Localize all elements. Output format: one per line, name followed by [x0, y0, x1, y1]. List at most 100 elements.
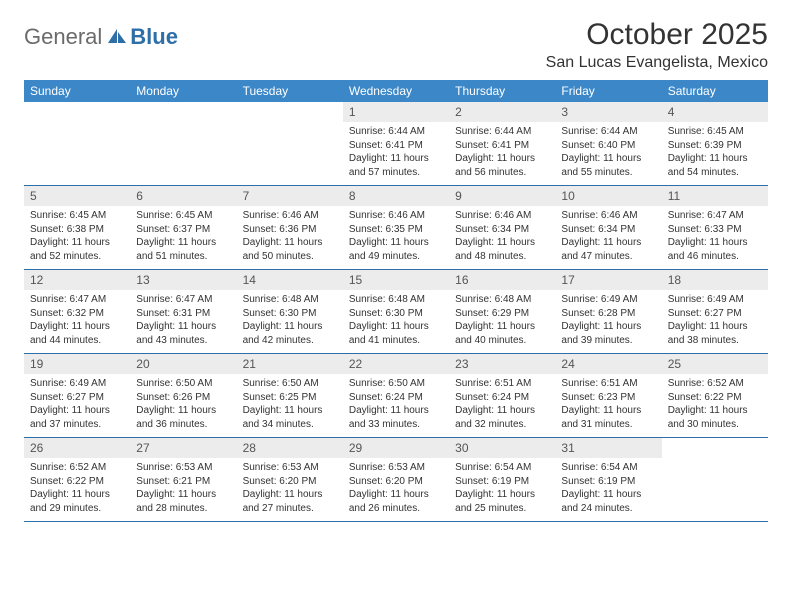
month-title: October 2025 — [546, 18, 768, 52]
day-cell: 4Sunrise: 6:45 AMSunset: 6:39 PMDaylight… — [662, 102, 768, 185]
day-number: 7 — [237, 186, 343, 206]
week-row: 12Sunrise: 6:47 AMSunset: 6:32 PMDayligh… — [24, 270, 768, 354]
sunrise-text: Sunrise: 6:45 AM — [668, 125, 762, 139]
day-number: 30 — [449, 438, 555, 458]
daylight-text: Daylight: 11 hours and 27 minutes. — [243, 488, 337, 515]
calendar-grid: Sunday Monday Tuesday Wednesday Thursday… — [24, 80, 768, 522]
sunrise-text: Sunrise: 6:46 AM — [349, 209, 443, 223]
sunrise-text: Sunrise: 6:54 AM — [561, 461, 655, 475]
sunset-text: Sunset: 6:19 PM — [455, 475, 549, 489]
day-number: 24 — [555, 354, 661, 374]
daylight-text: Daylight: 11 hours and 49 minutes. — [349, 236, 443, 263]
day-body: Sunrise: 6:50 AMSunset: 6:26 PMDaylight:… — [130, 374, 236, 437]
sunrise-text: Sunrise: 6:45 AM — [136, 209, 230, 223]
daylight-text: Daylight: 11 hours and 31 minutes. — [561, 404, 655, 431]
day-body: Sunrise: 6:48 AMSunset: 6:30 PMDaylight:… — [343, 290, 449, 353]
sunrise-text: Sunrise: 6:46 AM — [561, 209, 655, 223]
sunset-text: Sunset: 6:24 PM — [349, 391, 443, 405]
day-number: 11 — [662, 186, 768, 206]
sunset-text: Sunset: 6:32 PM — [30, 307, 124, 321]
brand-logo: General Blue — [24, 24, 178, 50]
sunset-text: Sunset: 6:30 PM — [349, 307, 443, 321]
day-cell: 6Sunrise: 6:45 AMSunset: 6:37 PMDaylight… — [130, 186, 236, 269]
day-body: Sunrise: 6:46 AMSunset: 6:34 PMDaylight:… — [555, 206, 661, 269]
week-row: 1Sunrise: 6:44 AMSunset: 6:41 PMDaylight… — [24, 102, 768, 186]
day-number: 8 — [343, 186, 449, 206]
day-body: Sunrise: 6:45 AMSunset: 6:38 PMDaylight:… — [24, 206, 130, 269]
sunset-text: Sunset: 6:31 PM — [136, 307, 230, 321]
daylight-text: Daylight: 11 hours and 41 minutes. — [349, 320, 443, 347]
title-block: October 2025 San Lucas Evangelista, Mexi… — [546, 18, 768, 72]
sunset-text: Sunset: 6:22 PM — [668, 391, 762, 405]
day-body: Sunrise: 6:49 AMSunset: 6:27 PMDaylight:… — [24, 374, 130, 437]
day-body: Sunrise: 6:51 AMSunset: 6:24 PMDaylight:… — [449, 374, 555, 437]
day-body: Sunrise: 6:51 AMSunset: 6:23 PMDaylight:… — [555, 374, 661, 437]
daylight-text: Daylight: 11 hours and 50 minutes. — [243, 236, 337, 263]
daylight-text: Daylight: 11 hours and 56 minutes. — [455, 152, 549, 179]
day-number: 26 — [24, 438, 130, 458]
day-cell: 14Sunrise: 6:48 AMSunset: 6:30 PMDayligh… — [237, 270, 343, 353]
sunrise-text: Sunrise: 6:44 AM — [561, 125, 655, 139]
day-body: Sunrise: 6:44 AMSunset: 6:41 PMDaylight:… — [343, 122, 449, 185]
sunset-text: Sunset: 6:38 PM — [30, 223, 124, 237]
dow-tuesday: Tuesday — [237, 80, 343, 102]
sunrise-text: Sunrise: 6:48 AM — [243, 293, 337, 307]
day-cell: 21Sunrise: 6:50 AMSunset: 6:25 PMDayligh… — [237, 354, 343, 437]
day-body: Sunrise: 6:50 AMSunset: 6:25 PMDaylight:… — [237, 374, 343, 437]
sunset-text: Sunset: 6:41 PM — [455, 139, 549, 153]
day-body: Sunrise: 6:46 AMSunset: 6:36 PMDaylight:… — [237, 206, 343, 269]
day-body: Sunrise: 6:53 AMSunset: 6:21 PMDaylight:… — [130, 458, 236, 521]
daylight-text: Daylight: 11 hours and 34 minutes. — [243, 404, 337, 431]
sunrise-text: Sunrise: 6:47 AM — [30, 293, 124, 307]
dow-monday: Monday — [130, 80, 236, 102]
sunset-text: Sunset: 6:27 PM — [668, 307, 762, 321]
day-cell — [130, 102, 236, 185]
day-number: 23 — [449, 354, 555, 374]
daylight-text: Daylight: 11 hours and 32 minutes. — [455, 404, 549, 431]
daylight-text: Daylight: 11 hours and 28 minutes. — [136, 488, 230, 515]
day-number: 28 — [237, 438, 343, 458]
dow-thursday: Thursday — [449, 80, 555, 102]
day-number: 1 — [343, 102, 449, 122]
daylight-text: Daylight: 11 hours and 37 minutes. — [30, 404, 124, 431]
daylight-text: Daylight: 11 hours and 39 minutes. — [561, 320, 655, 347]
day-number: 5 — [24, 186, 130, 206]
day-number: 25 — [662, 354, 768, 374]
dow-friday: Friday — [555, 80, 661, 102]
sunrise-text: Sunrise: 6:44 AM — [349, 125, 443, 139]
daylight-text: Daylight: 11 hours and 46 minutes. — [668, 236, 762, 263]
daylight-text: Daylight: 11 hours and 29 minutes. — [30, 488, 124, 515]
day-cell: 3Sunrise: 6:44 AMSunset: 6:40 PMDaylight… — [555, 102, 661, 185]
day-number: 14 — [237, 270, 343, 290]
day-number: 2 — [449, 102, 555, 122]
daylight-text: Daylight: 11 hours and 33 minutes. — [349, 404, 443, 431]
day-cell: 15Sunrise: 6:48 AMSunset: 6:30 PMDayligh… — [343, 270, 449, 353]
day-number: 3 — [555, 102, 661, 122]
day-body: Sunrise: 6:44 AMSunset: 6:40 PMDaylight:… — [555, 122, 661, 185]
daylight-text: Daylight: 11 hours and 25 minutes. — [455, 488, 549, 515]
sunset-text: Sunset: 6:19 PM — [561, 475, 655, 489]
sunset-text: Sunset: 6:22 PM — [30, 475, 124, 489]
sunset-text: Sunset: 6:41 PM — [349, 139, 443, 153]
sunrise-text: Sunrise: 6:51 AM — [455, 377, 549, 391]
day-number: 22 — [343, 354, 449, 374]
day-cell: 28Sunrise: 6:53 AMSunset: 6:20 PMDayligh… — [237, 438, 343, 521]
day-cell: 18Sunrise: 6:49 AMSunset: 6:27 PMDayligh… — [662, 270, 768, 353]
day-number: 20 — [130, 354, 236, 374]
day-body: Sunrise: 6:54 AMSunset: 6:19 PMDaylight:… — [555, 458, 661, 521]
day-cell: 13Sunrise: 6:47 AMSunset: 6:31 PMDayligh… — [130, 270, 236, 353]
day-cell: 26Sunrise: 6:52 AMSunset: 6:22 PMDayligh… — [24, 438, 130, 521]
daylight-text: Daylight: 11 hours and 38 minutes. — [668, 320, 762, 347]
sunset-text: Sunset: 6:24 PM — [455, 391, 549, 405]
day-body: Sunrise: 6:46 AMSunset: 6:34 PMDaylight:… — [449, 206, 555, 269]
dow-sunday: Sunday — [24, 80, 130, 102]
day-body: Sunrise: 6:52 AMSunset: 6:22 PMDaylight:… — [24, 458, 130, 521]
sunset-text: Sunset: 6:39 PM — [668, 139, 762, 153]
sunrise-text: Sunrise: 6:44 AM — [455, 125, 549, 139]
daylight-text: Daylight: 11 hours and 55 minutes. — [561, 152, 655, 179]
day-body: Sunrise: 6:50 AMSunset: 6:24 PMDaylight:… — [343, 374, 449, 437]
daylight-text: Daylight: 11 hours and 57 minutes. — [349, 152, 443, 179]
brand-part2: Blue — [130, 24, 178, 50]
sunrise-text: Sunrise: 6:46 AM — [243, 209, 337, 223]
daylight-text: Daylight: 11 hours and 51 minutes. — [136, 236, 230, 263]
